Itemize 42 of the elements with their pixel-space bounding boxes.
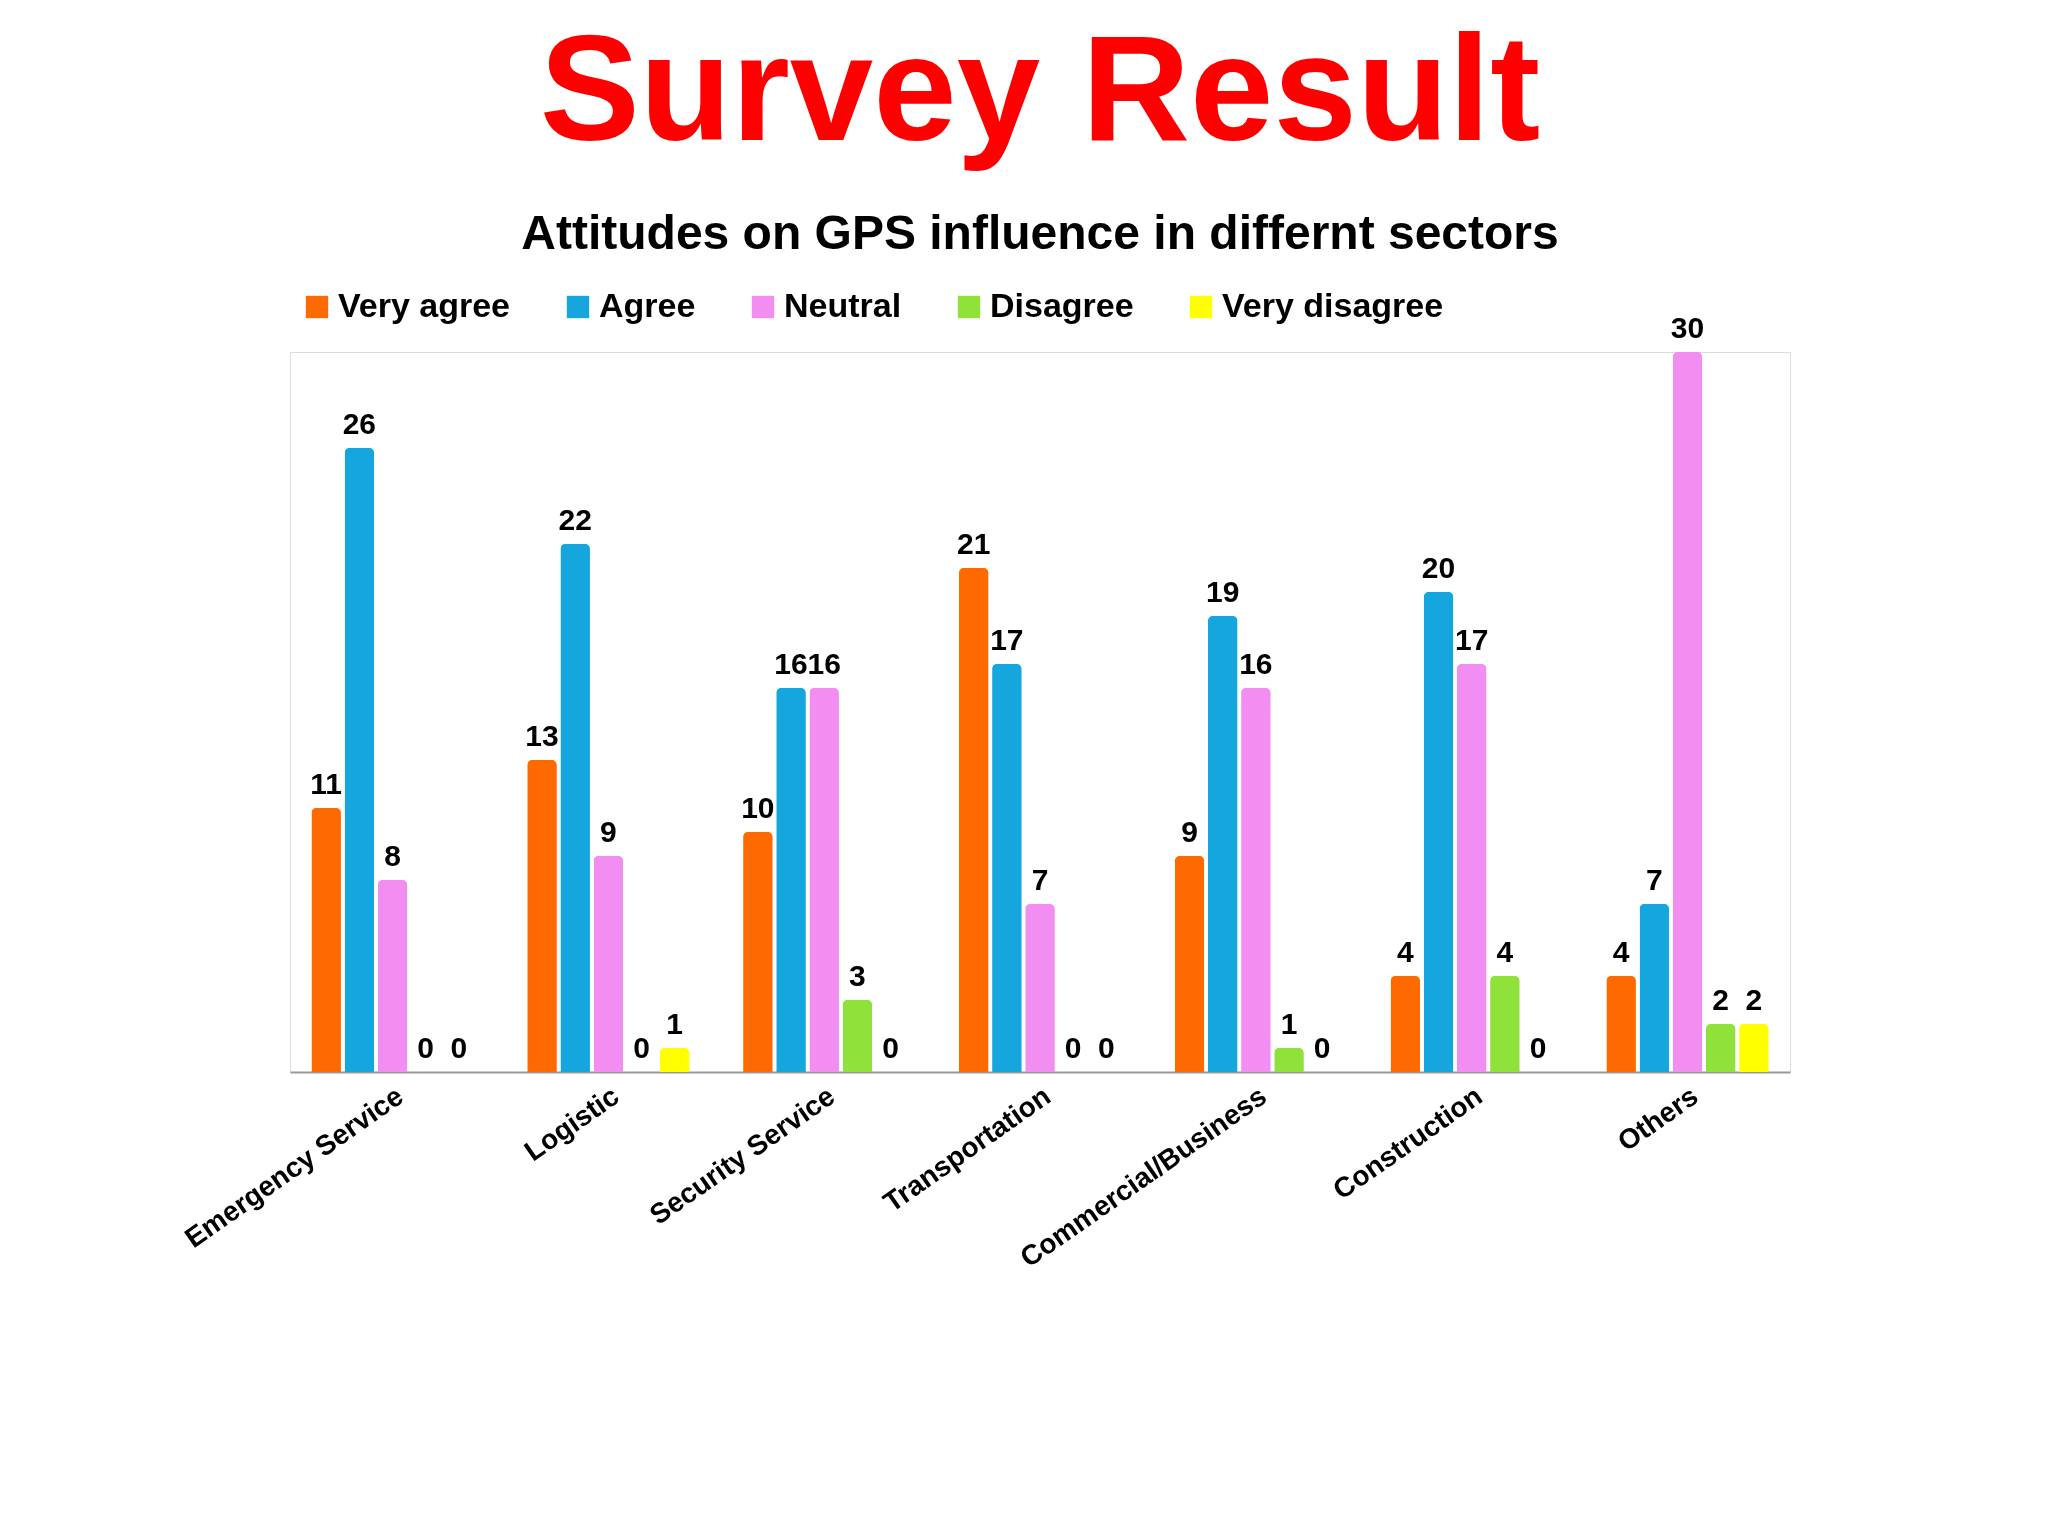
- legend-label: Very agree: [338, 286, 511, 324]
- data-label: 4: [1496, 935, 1514, 968]
- data-label: 1: [1280, 1007, 1298, 1040]
- data-label: 4: [1612, 935, 1630, 968]
- data-label: 21: [956, 527, 991, 560]
- legend-label: Disagree: [990, 286, 1134, 324]
- data-label: 3: [849, 959, 866, 992]
- data-label: 16: [1239, 647, 1273, 680]
- data-label: 11: [310, 767, 343, 800]
- legend-label: Neutral: [784, 286, 902, 324]
- data-label: 16: [774, 647, 808, 680]
- data-label: 20: [1421, 551, 1456, 584]
- data-label: 10: [741, 791, 775, 824]
- legend-label: Agree: [599, 286, 696, 324]
- data-label: 22: [558, 503, 592, 536]
- data-label: 0: [1098, 1031, 1115, 1064]
- chart-title: Survey Result: [539, 4, 1541, 172]
- data-label: 16: [807, 647, 841, 680]
- legend-label: Very disagree: [1222, 286, 1444, 324]
- data-label: 1: [666, 1007, 684, 1040]
- data-label: 0: [1064, 1031, 1082, 1064]
- data-label: 13: [525, 719, 559, 752]
- data-label: 17: [990, 623, 1024, 656]
- data-label: 0: [450, 1031, 468, 1064]
- chart-subtitle: Attitudes on GPS influence in differnt sectors: [521, 206, 1559, 259]
- data-label: 26: [342, 407, 377, 440]
- data-label: 7: [1645, 863, 1663, 896]
- data-label: 9: [600, 815, 617, 848]
- data-label: 8: [384, 839, 401, 872]
- data-label: 17: [1454, 623, 1489, 656]
- data-label: 0: [633, 1031, 650, 1064]
- data-label: 2: [1712, 983, 1729, 1016]
- data-label: 7: [1031, 863, 1049, 896]
- data-label: 0: [882, 1031, 899, 1064]
- data-label: 2: [1745, 983, 1763, 1016]
- data-label: 19: [1205, 575, 1240, 608]
- data-label: 4: [1396, 935, 1414, 968]
- data-label: 30: [1670, 311, 1705, 344]
- data-label: 0: [417, 1031, 435, 1064]
- data-label: 0: [1313, 1031, 1331, 1064]
- data-label: 0: [1529, 1031, 1547, 1064]
- data-label: 9: [1181, 815, 1198, 848]
